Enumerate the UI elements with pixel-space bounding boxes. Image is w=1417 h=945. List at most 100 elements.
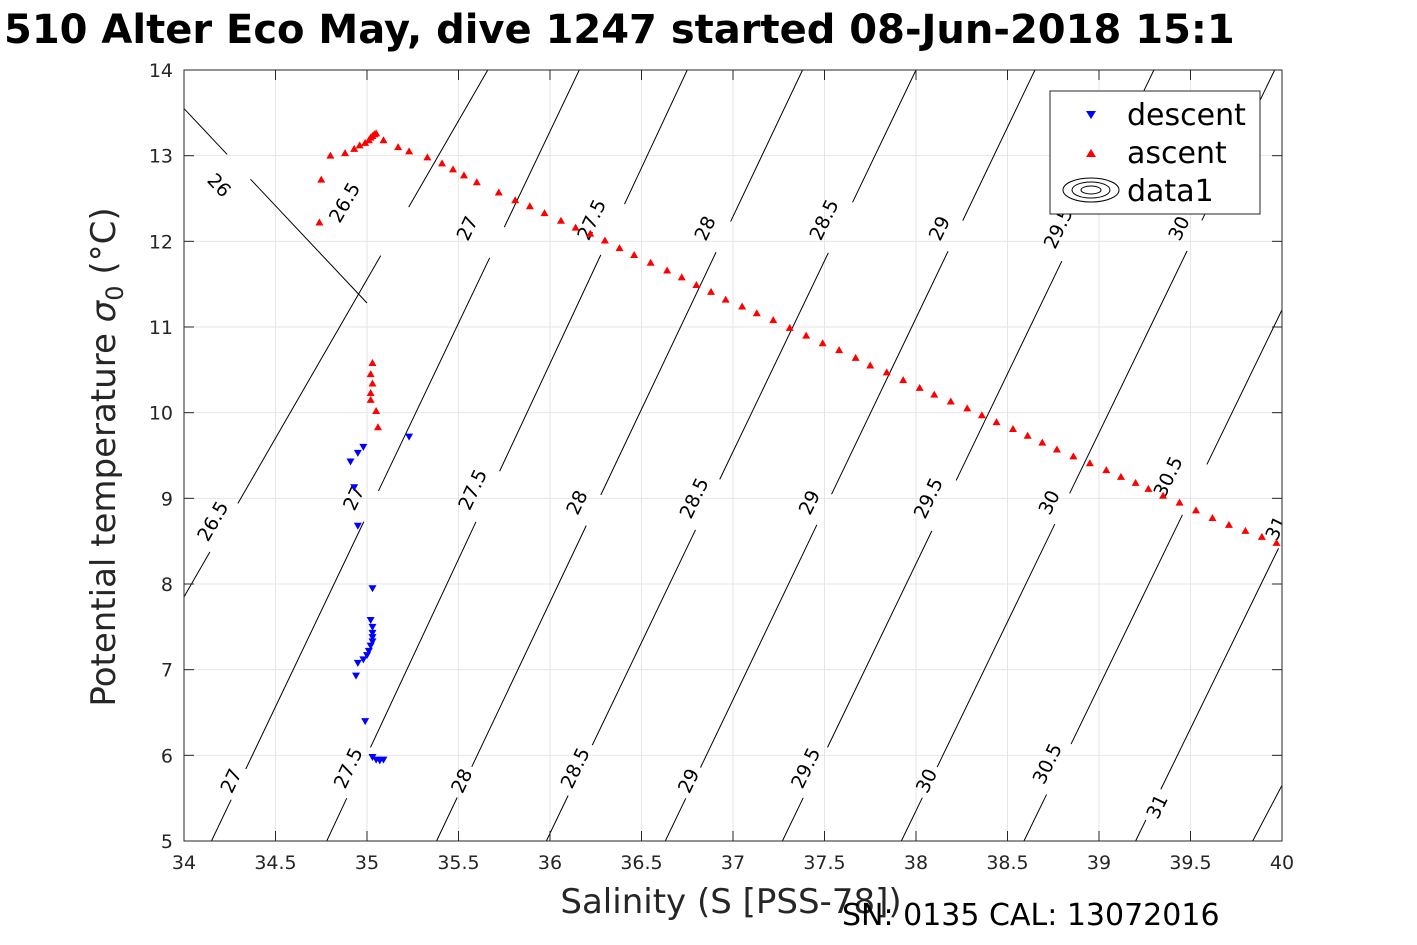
chart-title: 510 Alter Eco May, dive 1247 started 08-… <box>4 7 1235 53</box>
descent-point <box>350 484 359 492</box>
ascent-point <box>326 151 335 159</box>
contour-label: 27.5 <box>454 466 492 514</box>
x-tick-label: 40 <box>1270 852 1294 874</box>
ascent-point <box>1144 484 1153 492</box>
contour-label: 30.5 <box>1029 740 1067 788</box>
contour-label: 29 <box>674 765 704 796</box>
ascent-point <box>1272 538 1281 546</box>
contour-line <box>503 70 580 228</box>
contour-line <box>471 525 587 767</box>
legend-descent-marker <box>1086 111 1096 119</box>
ascent-point <box>1241 526 1250 534</box>
contour-label: 30.5 <box>1149 453 1187 501</box>
descent-point <box>368 754 377 762</box>
contour-line <box>1069 250 1188 494</box>
ascent-point <box>851 353 860 361</box>
ascent-point <box>1208 514 1217 522</box>
ascent-point <box>366 388 375 396</box>
ascent-point <box>818 339 827 347</box>
x-tick-label: 34.5 <box>254 852 296 874</box>
contour-line <box>436 797 458 841</box>
ascent-point <box>361 138 370 146</box>
contour-line <box>1252 785 1282 841</box>
contour-line <box>1206 309 1282 465</box>
y-tick-label: 13 <box>149 146 173 168</box>
descent-point <box>405 433 414 441</box>
ascent-point <box>1159 491 1168 499</box>
ascent-point <box>317 175 326 183</box>
contour-line <box>184 108 228 155</box>
x-tick-label: 39 <box>1087 852 1111 874</box>
ascent-point <box>677 273 686 281</box>
descent-point <box>368 638 377 646</box>
y-axis-label-unit: (°C) <box>84 207 124 285</box>
contour-line <box>591 529 696 746</box>
ascent-point <box>1023 431 1032 439</box>
ascent-point <box>977 411 986 419</box>
ascent-point <box>494 188 503 196</box>
contour-label: 28.5 <box>557 744 595 792</box>
y-tick-label: 5 <box>161 831 173 853</box>
ascent-point <box>525 202 534 210</box>
ascent-point <box>707 287 716 295</box>
ascent-point <box>394 143 403 151</box>
ascent-point <box>769 316 778 324</box>
ascent-point <box>1116 472 1125 480</box>
descent-point <box>361 718 370 726</box>
ascent-point <box>785 323 794 331</box>
contour-label: 30 <box>1034 487 1064 518</box>
contour-line <box>245 521 365 770</box>
contour-line <box>1160 548 1279 790</box>
y-axis-label-text: Potential temperature <box>84 322 124 706</box>
ascent-point <box>355 141 364 149</box>
contour-line <box>936 523 1056 768</box>
y-axis-label: Potential temperature σ0 (°C) <box>84 207 129 706</box>
ascent-point <box>368 358 377 366</box>
contour-line <box>831 251 949 495</box>
y-tick-label: 8 <box>161 574 173 596</box>
ascent-point <box>373 423 382 431</box>
ascent-point <box>366 395 375 403</box>
ascent-point <box>946 397 955 405</box>
ascent-point <box>405 147 414 155</box>
descent-point <box>366 642 375 650</box>
ascent-point <box>1008 424 1017 432</box>
calibration-note: SN: 0135 CAL: 13072016 <box>842 898 1220 933</box>
legend-contour-label: data1 <box>1127 174 1214 209</box>
ascent-point <box>1038 438 1047 446</box>
contour-label: 28 <box>562 487 592 518</box>
ascent-point <box>1052 445 1061 453</box>
ascent-point <box>646 258 655 266</box>
contour-line <box>624 70 688 205</box>
contour-label: 27 <box>453 213 483 244</box>
ascent-point <box>511 196 520 204</box>
x-tick-label: 37 <box>721 852 745 874</box>
contour-line <box>250 178 368 304</box>
contour-label: 28.5 <box>805 196 843 244</box>
descent-point <box>363 652 371 660</box>
ascent-point <box>540 209 549 217</box>
ascent-point <box>738 302 747 310</box>
x-tick-label: 39.5 <box>1169 852 1211 874</box>
contour-label: 26.5 <box>325 179 365 227</box>
contour-line <box>184 551 211 598</box>
x-tick-label: 35.5 <box>437 852 479 874</box>
contour-line <box>781 797 804 841</box>
descent-point <box>353 449 362 457</box>
ascent-point <box>1224 520 1233 528</box>
ascent-point <box>930 390 939 398</box>
y-tick-label: 12 <box>149 231 173 253</box>
ascent-point <box>1069 452 1078 460</box>
x-tick-label: 38.5 <box>986 852 1028 874</box>
y-axis-label-symbol: σ <box>84 299 124 322</box>
x-tick-label: 35 <box>355 852 379 874</box>
ascent-point <box>1085 459 1094 467</box>
contour-line <box>852 70 917 203</box>
ascent-point <box>372 406 381 414</box>
ascent-point <box>882 368 891 376</box>
ascent-point <box>372 129 381 137</box>
descent-point <box>352 672 361 680</box>
grid-lines <box>183 69 1283 842</box>
x-axis-label: Salinity (S [PSS-78]) <box>560 882 901 922</box>
